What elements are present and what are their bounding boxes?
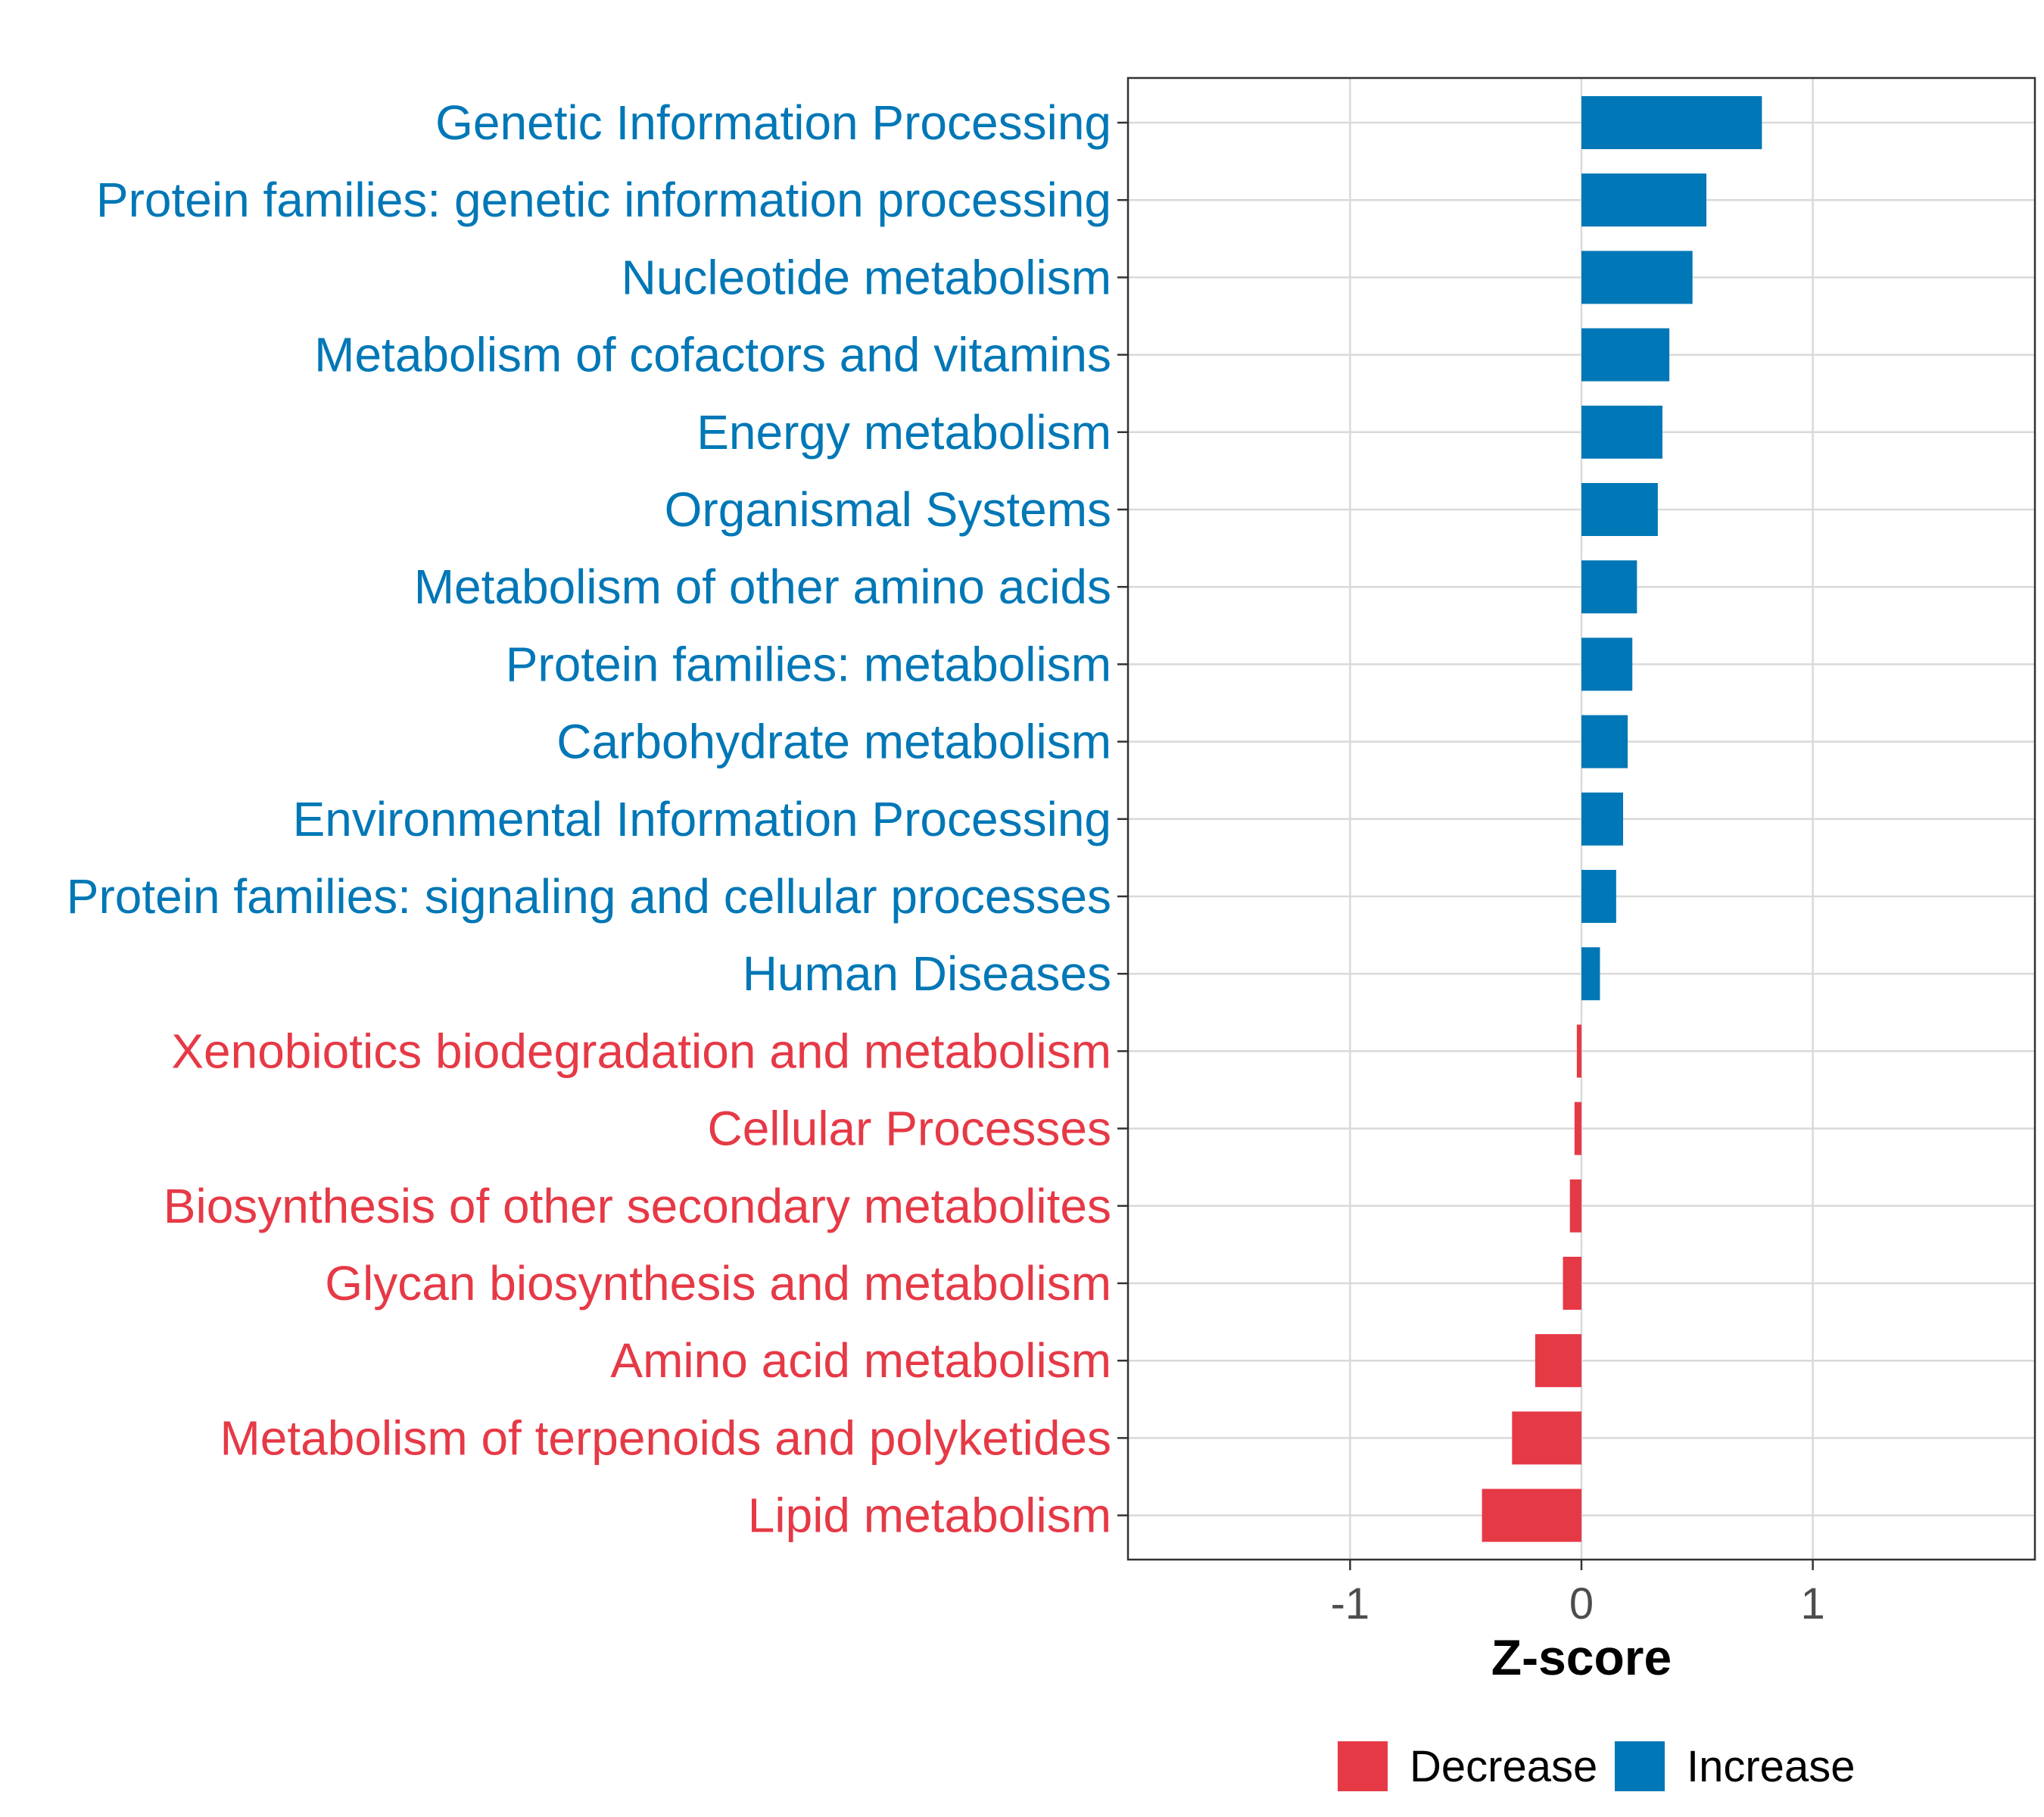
category-label: Lipid metabolism [748,1488,1111,1543]
bar[interactable] [1581,792,1624,846]
legend[interactable]: Decrease Increase [1338,1741,1855,1791]
x-tick-label: -1 [1331,1579,1370,1628]
bar[interactable] [1581,637,1633,691]
category-label: Protein families: signaling and cellular… [67,869,1111,924]
category-label: Xenobiotics biodegradation and metabolis… [171,1024,1111,1078]
bar[interactable] [1581,483,1658,536]
category-label: Genetic Information Processing [435,95,1111,150]
category-label: Nucleotide metabolism [622,250,1111,304]
bar[interactable] [1512,1411,1581,1465]
category-label: Organismal Systems [665,482,1111,537]
x-tick-label: 1 [1800,1579,1824,1628]
legend-label: Decrease [1410,1742,1597,1791]
bar[interactable] [1581,560,1637,614]
category-label: Carbohydrate metabolism [556,715,1111,769]
category-label: Cellular Processes [707,1102,1111,1156]
category-label: Biosynthesis of other secondary metaboli… [164,1179,1111,1233]
legend-label: Increase [1687,1742,1855,1791]
x-axis-title: Z-score [1491,1629,1672,1685]
x-tick-label: 0 [1569,1579,1594,1628]
category-label: Metabolism of other amino acids [414,559,1111,614]
bar[interactable] [1581,328,1670,382]
legend-swatch [1615,1741,1665,1791]
category-label: Energy metabolism [696,405,1111,460]
category-label: Metabolism of cofactors and vitamins [314,328,1111,382]
bars [1482,96,1762,1542]
bar[interactable] [1576,1024,1581,1078]
x-axis-ticks: -1 0 1 [1331,1560,1825,1628]
bar[interactable] [1535,1334,1581,1388]
bar[interactable] [1581,96,1762,149]
y-axis-ticks [1117,121,1128,1516]
bar[interactable] [1581,715,1628,768]
bar[interactable] [1581,870,1616,923]
bar[interactable] [1581,947,1600,1001]
category-label: Amino acid metabolism [610,1333,1111,1388]
category-label: Protein families: genetic information pr… [96,173,1111,227]
y-axis-category-labels: Genetic Information Processing Protein fa… [67,95,1111,1543]
category-label: Environmental Information Processing [293,792,1111,846]
bar[interactable] [1581,173,1707,227]
legend-item-increase[interactable]: Increase [1615,1741,1855,1791]
category-label: Glycan biosynthesis and metabolism [325,1256,1111,1311]
category-label: Protein families: metabolism [506,637,1111,691]
legend-swatch [1338,1741,1388,1791]
legend-item-decrease[interactable]: Decrease [1338,1741,1597,1791]
bar[interactable] [1581,251,1693,304]
bar[interactable] [1563,1257,1581,1310]
bar[interactable] [1569,1179,1581,1233]
bar[interactable] [1574,1102,1581,1155]
bar[interactable] [1581,405,1662,459]
bar[interactable] [1482,1488,1581,1542]
category-label: Human Diseases [743,946,1111,1001]
category-label: Metabolism of terpenoids and polyketides [220,1410,1111,1465]
